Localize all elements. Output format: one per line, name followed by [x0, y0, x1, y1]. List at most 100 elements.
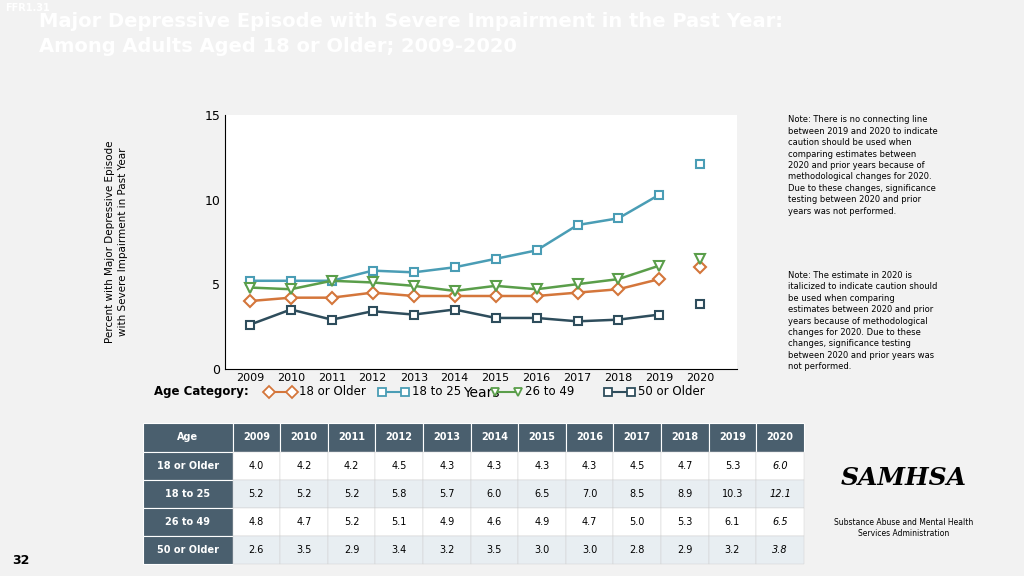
Bar: [709, 452, 757, 480]
Text: 4.3: 4.3: [535, 461, 550, 471]
Text: Note: The estimate in 2020 is
italicized to indicate caution should
be used when: Note: The estimate in 2020 is italicized…: [788, 271, 938, 372]
Bar: [232, 536, 281, 564]
Bar: [232, 452, 281, 480]
Text: 3.5: 3.5: [296, 545, 311, 555]
Bar: [613, 508, 662, 536]
Text: 4.7: 4.7: [677, 461, 692, 471]
Bar: [662, 423, 709, 452]
Bar: [566, 452, 613, 480]
Bar: [613, 423, 662, 452]
Text: 4.7: 4.7: [582, 517, 597, 527]
Bar: [281, 452, 328, 480]
Bar: [328, 508, 376, 536]
Bar: [423, 480, 471, 508]
Text: 6.1: 6.1: [725, 517, 740, 527]
Bar: [613, 480, 662, 508]
Bar: [328, 536, 376, 564]
Text: 4.6: 4.6: [486, 517, 502, 527]
Text: 2019: 2019: [719, 433, 745, 442]
Bar: [471, 480, 518, 508]
Bar: [518, 480, 566, 508]
Text: 5.8: 5.8: [391, 489, 407, 499]
Bar: [757, 508, 804, 536]
Text: 2015: 2015: [528, 433, 555, 442]
Bar: [566, 423, 613, 452]
Text: 2010: 2010: [291, 433, 317, 442]
Bar: [518, 423, 566, 452]
Text: 6.5: 6.5: [772, 517, 787, 527]
Bar: [143, 480, 232, 508]
Text: 5.7: 5.7: [439, 489, 455, 499]
Bar: [376, 452, 423, 480]
Bar: [281, 508, 328, 536]
Bar: [566, 536, 613, 564]
Text: 8.5: 8.5: [630, 489, 645, 499]
Bar: [376, 536, 423, 564]
Bar: [757, 452, 804, 480]
Bar: [471, 508, 518, 536]
Text: 18 to 25: 18 to 25: [166, 489, 211, 499]
Bar: [423, 508, 471, 536]
Text: 3.5: 3.5: [486, 545, 502, 555]
Bar: [143, 508, 232, 536]
Text: 4.7: 4.7: [296, 517, 311, 527]
Bar: [376, 423, 423, 452]
Text: 5.2: 5.2: [296, 489, 311, 499]
Text: 6.5: 6.5: [535, 489, 550, 499]
Bar: [757, 536, 804, 564]
Bar: [566, 508, 613, 536]
Bar: [709, 536, 757, 564]
Bar: [232, 508, 281, 536]
Text: 4.9: 4.9: [439, 517, 455, 527]
Bar: [518, 508, 566, 536]
Text: 2017: 2017: [624, 433, 650, 442]
Text: 5.3: 5.3: [725, 461, 740, 471]
Text: 2.9: 2.9: [344, 545, 359, 555]
Text: 4.8: 4.8: [249, 517, 264, 527]
Text: Note: There is no connecting line
between 2019 and 2020 to indicate
caution shou: Note: There is no connecting line betwee…: [788, 115, 938, 216]
Bar: [423, 423, 471, 452]
Text: 2014: 2014: [481, 433, 508, 442]
Text: 4.5: 4.5: [391, 461, 407, 471]
Text: 2018: 2018: [672, 433, 698, 442]
Text: 2.6: 2.6: [249, 545, 264, 555]
X-axis label: Years: Years: [463, 385, 500, 400]
Text: Substance Abuse and Mental Health
Services Administration: Substance Abuse and Mental Health Servic…: [835, 518, 973, 539]
Y-axis label: Percent with Major Depressive Episode
with Severe Impairment in Past Year: Percent with Major Depressive Episode wi…: [104, 141, 128, 343]
Text: 3.0: 3.0: [582, 545, 597, 555]
Text: 50 or Older: 50 or Older: [157, 545, 219, 555]
Text: 5.2: 5.2: [344, 517, 359, 527]
Bar: [613, 536, 662, 564]
Text: 4.3: 4.3: [486, 461, 502, 471]
Bar: [376, 508, 423, 536]
Bar: [232, 480, 281, 508]
Bar: [662, 452, 709, 480]
Text: 50 or Older: 50 or Older: [638, 385, 705, 398]
Text: 2012: 2012: [386, 433, 413, 442]
Text: 18 or Older: 18 or Older: [299, 385, 366, 398]
Text: Age: Age: [177, 433, 199, 442]
Bar: [709, 508, 757, 536]
Bar: [471, 536, 518, 564]
Bar: [376, 480, 423, 508]
Text: 3.2: 3.2: [439, 545, 455, 555]
Text: 6.0: 6.0: [772, 461, 787, 471]
Text: 4.0: 4.0: [249, 461, 264, 471]
Text: 2016: 2016: [577, 433, 603, 442]
Text: 8.9: 8.9: [677, 489, 692, 499]
Bar: [143, 536, 232, 564]
Text: 5.2: 5.2: [249, 489, 264, 499]
Text: 3.0: 3.0: [535, 545, 550, 555]
Text: 26 to 49: 26 to 49: [166, 517, 211, 527]
Bar: [709, 423, 757, 452]
Text: 3.2: 3.2: [725, 545, 740, 555]
Text: 6.0: 6.0: [486, 489, 502, 499]
Bar: [471, 423, 518, 452]
Text: 2013: 2013: [433, 433, 460, 442]
Text: 26 to 49: 26 to 49: [524, 385, 574, 398]
Text: 2011: 2011: [338, 433, 365, 442]
Text: 2009: 2009: [243, 433, 270, 442]
Text: 4.3: 4.3: [582, 461, 597, 471]
Bar: [328, 480, 376, 508]
Text: 4.9: 4.9: [535, 517, 550, 527]
